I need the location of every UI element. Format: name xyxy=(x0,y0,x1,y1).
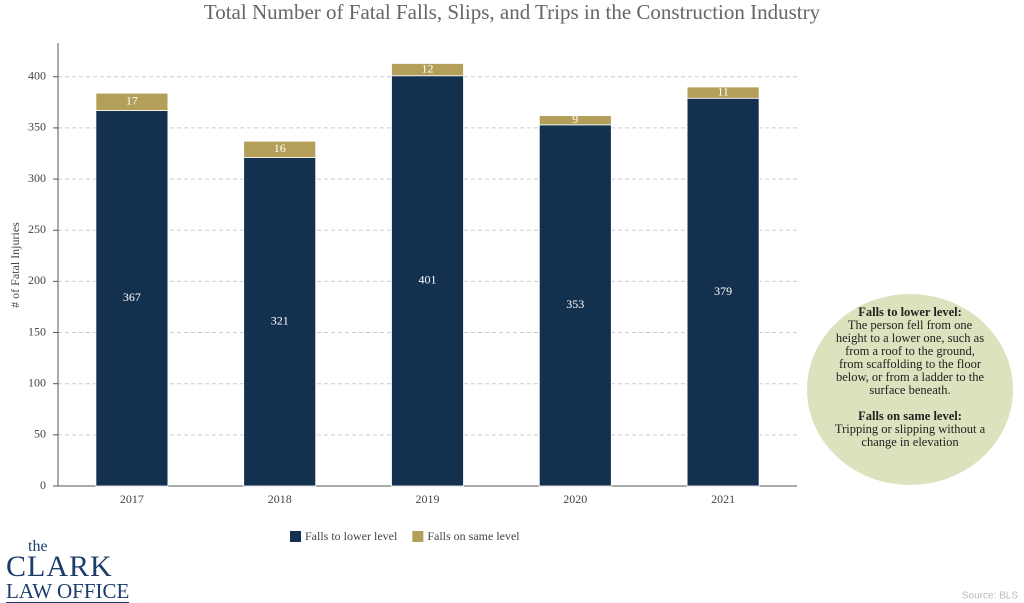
value-label: 17 xyxy=(126,94,138,108)
x-tick-label: 2021 xyxy=(711,492,735,506)
y-tick-label: 100 xyxy=(28,375,46,389)
logo-small: the xyxy=(28,538,48,555)
value-label: 367 xyxy=(123,290,141,304)
x-tick-label: 2017 xyxy=(120,492,144,506)
value-label: 12 xyxy=(422,61,434,75)
bar-segment xyxy=(538,115,612,126)
legend-label: Falls to lower level xyxy=(305,529,398,543)
y-tick-label: 300 xyxy=(28,171,46,185)
bar-segment xyxy=(243,157,317,487)
y-axis-label: # of Fatal Injuries xyxy=(8,222,22,308)
y-tick-label: 50 xyxy=(34,427,46,441)
value-label: 9 xyxy=(572,112,578,126)
y-tick-label: 150 xyxy=(28,324,46,338)
chart-title: Total Number of Fatal Falls, Slips, and … xyxy=(204,0,821,24)
x-tick-label: 2020 xyxy=(563,492,587,506)
y-tick-label: 250 xyxy=(28,222,46,236)
annotation-text: The person fell from one height to a low… xyxy=(835,318,985,397)
bar-segment xyxy=(95,92,169,111)
annotation-text: Tripping or slipping without a change in… xyxy=(834,422,986,449)
value-label: 401 xyxy=(419,273,437,287)
bar-segment xyxy=(686,86,760,99)
bar-segment xyxy=(391,75,464,487)
annotation-heading: Falls on same level: xyxy=(858,409,962,423)
y-tick-label: 200 xyxy=(28,273,46,287)
x-tick-label: 2019 xyxy=(416,492,440,506)
legend-swatch xyxy=(412,531,424,542)
logo-name: CLARK xyxy=(6,550,113,583)
value-label: 321 xyxy=(271,314,289,328)
bar-segment xyxy=(538,124,612,487)
annotation: Falls to lower level: The person fell fro… xyxy=(807,294,1013,485)
value-label: 11 xyxy=(717,84,729,98)
bar-segment xyxy=(95,110,169,487)
bar-segment xyxy=(686,97,760,487)
value-label: 16 xyxy=(274,141,286,155)
annotation-section: Falls on same level: Tripping or slipping… xyxy=(833,410,987,449)
source: Source: BLS xyxy=(962,591,1018,602)
logo: the CLARK LAW OFFICE xyxy=(6,538,130,603)
annotation-heading: Falls to lower level: xyxy=(858,305,962,319)
bar-segment xyxy=(243,140,317,158)
logo-line2: LAW OFFICE xyxy=(6,579,130,603)
y-tick-label: 350 xyxy=(28,120,46,134)
y-tick-label: 400 xyxy=(28,69,46,83)
bar-segment xyxy=(391,63,464,77)
annotation-section: Falls to lower level: The person fell fro… xyxy=(833,306,987,397)
value-label: 353 xyxy=(566,297,584,311)
x-tick-label: 2018 xyxy=(268,492,292,506)
legend-swatch xyxy=(290,531,301,542)
value-label: 379 xyxy=(714,284,732,298)
y-tick-label: 0 xyxy=(40,478,46,492)
legend-label: Falls on same level xyxy=(427,529,520,543)
